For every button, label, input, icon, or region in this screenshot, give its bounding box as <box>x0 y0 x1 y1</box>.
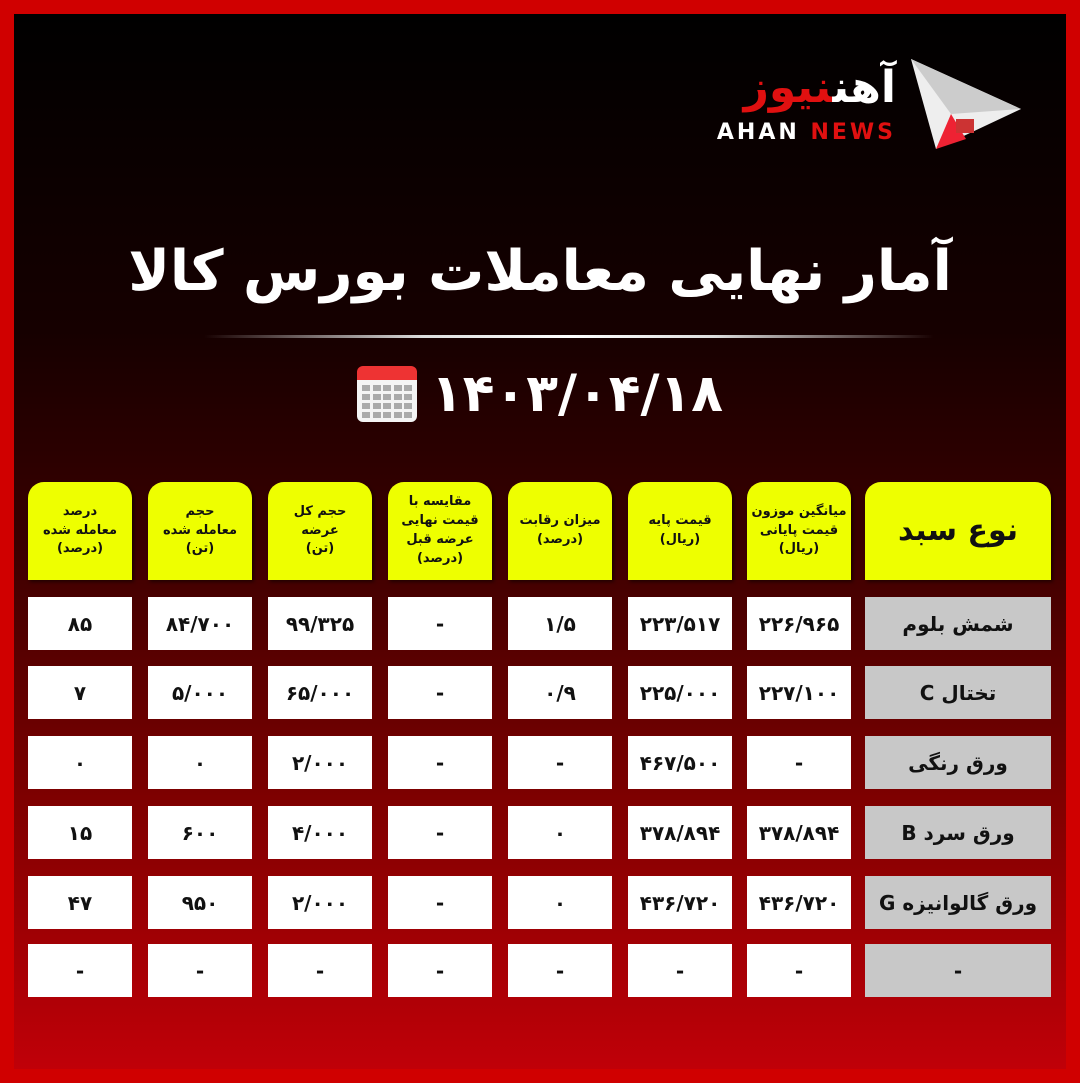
header-competition-rate: میزان رقابت (درصد) <box>508 482 612 580</box>
cell-basket-type: ورق رنگی <box>865 736 1051 789</box>
cell-comparison-prev-offer: - <box>388 597 492 650</box>
cell-total-offer-volume: ۲/۰۰۰ <box>268 876 372 929</box>
logo-en-white: AHAN <box>716 120 800 145</box>
cell-comparison-prev-offer: - <box>388 806 492 859</box>
cell-competition-rate: - <box>508 944 612 997</box>
cell-weighted-avg-final-price: ۴۳۶/۷۲۰ <box>747 876 851 929</box>
header-traded-volume: حجم معامله شده (تن) <box>148 482 252 580</box>
ahan-news-logo: آهننیوز AHAN NEWS <box>717 54 1026 164</box>
logo-fa: آهننیوز <box>744 62 896 113</box>
cell-basket-type: تختال C <box>865 666 1051 719</box>
header-total-offer-volume: حجم کل عرضه (تن) <box>268 482 372 580</box>
page-title: آمار نهایی معاملات بورس کالا <box>128 239 952 304</box>
logo-fa-white: آهن <box>832 62 896 113</box>
cell-basket-type: ورق گالوانیزه G <box>865 876 1051 929</box>
cell-base-price: ۳۷۸/۸۹۴ <box>628 806 732 859</box>
cell-base-price: ۲۲۵/۰۰۰ <box>628 666 732 719</box>
cell-traded-percent: ۷ <box>28 666 132 719</box>
cell-competition-rate: - <box>508 736 612 789</box>
header-weighted-avg-final-price: میانگین موزون قیمت پایانی (ریال) <box>747 482 851 580</box>
paper-plane-icon <box>911 59 1021 149</box>
cell-weighted-avg-final-price: ۲۲۷/۱۰۰ <box>747 666 851 719</box>
cell-weighted-avg-final-price: - <box>747 944 851 997</box>
logo-fa-red: نیوز <box>743 62 833 113</box>
cell-traded-percent: ۸۵ <box>28 597 132 650</box>
cell-total-offer-volume: ۶۵/۰۰۰ <box>268 666 372 719</box>
cell-competition-rate: ۰ <box>508 806 612 859</box>
cell-basket-type: - <box>865 944 1051 997</box>
cell-base-price: ۲۲۳/۵۱۷ <box>628 597 732 650</box>
cell-total-offer-volume: ۹۹/۳۲۵ <box>268 597 372 650</box>
cell-competition-rate: ۰ <box>508 876 612 929</box>
cell-basket-type: شمش بلوم <box>865 597 1051 650</box>
cell-traded-percent: ۴۷ <box>28 876 132 929</box>
cell-weighted-avg-final-price: ۳۷۸/۸۹۴ <box>747 806 851 859</box>
cell-traded-percent: - <box>28 944 132 997</box>
cell-comparison-prev-offer: - <box>388 736 492 789</box>
cell-base-price: ۴۶۷/۵۰۰ <box>628 736 732 789</box>
cell-total-offer-volume: ۲/۰۰۰ <box>268 736 372 789</box>
infographic-frame: آهننیوز AHAN NEWS آمار نهایی معاملات بور… <box>14 14 1066 1069</box>
cell-total-offer-volume: - <box>268 944 372 997</box>
cell-traded-percent: ۰ <box>28 736 132 789</box>
cell-base-price: - <box>628 944 732 997</box>
report-date: ۱۴۰۳/۰۴/۱۸ <box>431 364 723 424</box>
logo-en: AHAN NEWS <box>717 120 896 145</box>
cell-base-price: ۴۳۶/۷۲۰ <box>628 876 732 929</box>
divider <box>204 335 934 338</box>
cell-traded-volume: - <box>148 944 252 997</box>
cell-total-offer-volume: ۴/۰۰۰ <box>268 806 372 859</box>
header-comparison-prev-offer: مقایسه با قیمت نهایی عرضه قبل (درصد) <box>388 482 492 580</box>
cell-comparison-prev-offer: - <box>388 944 492 997</box>
header-basket-type: نوع سبد <box>865 482 1051 580</box>
date-row: ۱۴۰۳/۰۴/۱۸ <box>14 364 1066 424</box>
cell-traded-volume: ۸۴/۷۰۰ <box>148 597 252 650</box>
cell-traded-percent: ۱۵ <box>28 806 132 859</box>
cell-competition-rate: ۱/۵ <box>508 597 612 650</box>
cell-weighted-avg-final-price: - <box>747 736 851 789</box>
cell-comparison-prev-offer: - <box>388 876 492 929</box>
cell-traded-volume: ۰ <box>148 736 252 789</box>
logo-en-red: NEWS <box>810 120 896 145</box>
cell-traded-volume: ۶۰۰ <box>148 806 252 859</box>
cell-weighted-avg-final-price: ۲۲۶/۹۶۵ <box>747 597 851 650</box>
header-traded-percent: درصد معامله شده (درصد) <box>28 482 132 580</box>
cell-comparison-prev-offer: - <box>388 666 492 719</box>
cell-basket-type: ورق سرد B <box>865 806 1051 859</box>
calendar-icon <box>357 366 418 422</box>
header-base-price: قیمت پایه (ریال) <box>628 482 732 580</box>
cell-traded-volume: ۵/۰۰۰ <box>148 666 252 719</box>
cell-competition-rate: ۰/۹ <box>508 666 612 719</box>
cell-traded-volume: ۹۵۰ <box>148 876 252 929</box>
